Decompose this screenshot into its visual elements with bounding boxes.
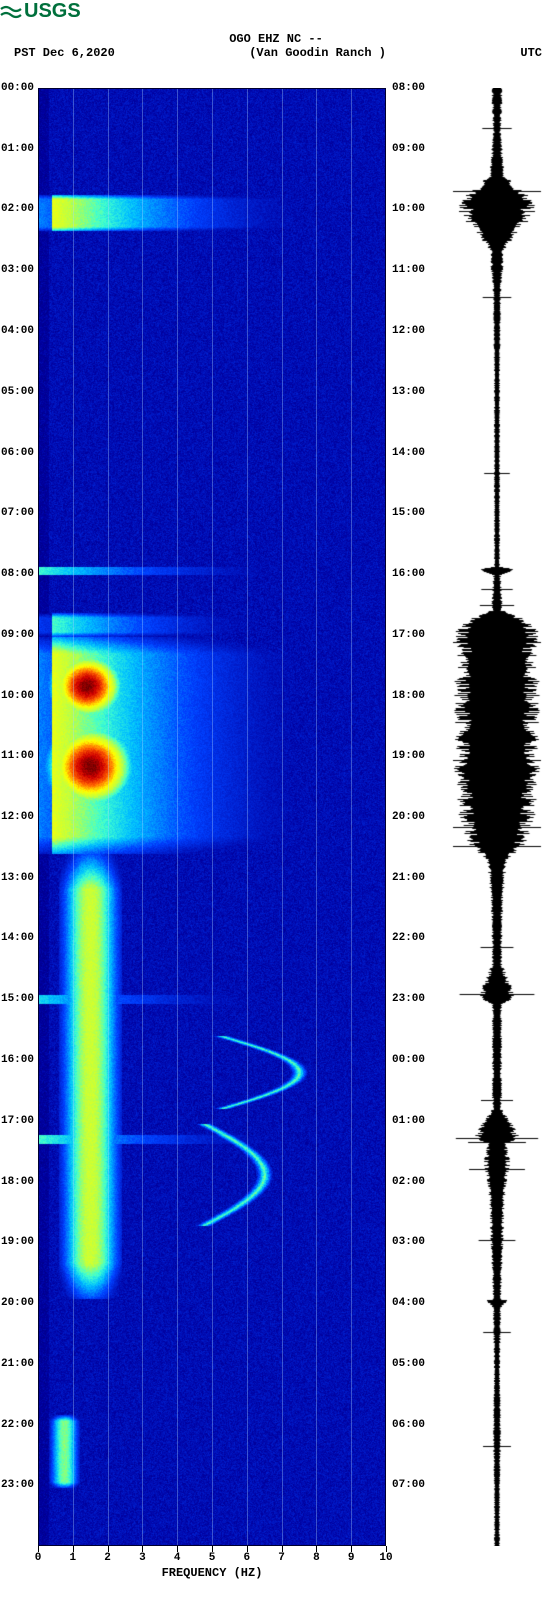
y-axis-right-utc: 08:0009:0010:0011:0012:0013:0014:0015:00… — [388, 88, 428, 1546]
header-station: OGO EHZ NC -- — [0, 32, 552, 46]
y-left-tick: 18:00 — [1, 1176, 34, 1188]
x-tick-label: 2 — [104, 1552, 111, 1564]
y-left-tick: 03:00 — [1, 264, 34, 276]
header-date: PST Dec 6,2020 — [14, 46, 115, 60]
y-right-tick: 09:00 — [392, 143, 425, 155]
y-left-tick: 00:00 — [1, 82, 34, 94]
y-left-tick: 06:00 — [1, 447, 34, 459]
x-tick-label: 4 — [174, 1552, 181, 1564]
x-axis-frequency: FREQUENCY (HZ) 012345678910 — [38, 1546, 386, 1586]
y-right-tick: 04:00 — [392, 1297, 425, 1309]
x-tick-label: 7 — [278, 1552, 285, 1564]
header-location: (Van Goodin Ranch ) — [249, 46, 386, 60]
y-axis-left-pst: 00:0001:0002:0003:0004:0005:0006:0007:00… — [0, 88, 36, 1546]
y-right-tick: 19:00 — [392, 750, 425, 762]
y-right-tick: 15:00 — [392, 507, 425, 519]
y-left-tick: 14:00 — [1, 932, 34, 944]
y-right-tick: 10:00 — [392, 203, 425, 215]
y-right-tick: 05:00 — [392, 1358, 425, 1370]
y-right-tick: 08:00 — [392, 82, 425, 94]
y-left-tick: 20:00 — [1, 1297, 34, 1309]
y-right-tick: 17:00 — [392, 629, 425, 641]
header: OGO EHZ NC -- PST Dec 6,2020 (Van Goodin… — [0, 32, 552, 60]
y-right-tick: 07:00 — [392, 1479, 425, 1491]
usgs-logo-text: USGS — [24, 0, 81, 23]
header-utc: UTC — [520, 46, 542, 60]
y-left-tick: 22:00 — [1, 1419, 34, 1431]
y-right-tick: 14:00 — [392, 447, 425, 459]
x-tick-label: 9 — [348, 1552, 355, 1564]
y-left-tick: 23:00 — [1, 1479, 34, 1491]
x-tick-label: 3 — [139, 1552, 146, 1564]
y-left-tick: 07:00 — [1, 507, 34, 519]
x-tick-label: 0 — [35, 1552, 42, 1564]
y-left-tick: 17:00 — [1, 1115, 34, 1127]
y-left-tick: 10:00 — [1, 690, 34, 702]
y-left-tick: 02:00 — [1, 203, 34, 215]
y-right-tick: 03:00 — [392, 1236, 425, 1248]
y-right-tick: 23:00 — [392, 993, 425, 1005]
y-left-tick: 16:00 — [1, 1054, 34, 1066]
y-right-tick: 16:00 — [392, 568, 425, 580]
y-left-tick: 12:00 — [1, 811, 34, 823]
y-left-tick: 11:00 — [1, 750, 34, 762]
y-right-tick: 21:00 — [392, 872, 425, 884]
y-left-tick: 05:00 — [1, 386, 34, 398]
y-left-tick: 13:00 — [1, 872, 34, 884]
x-tick-label: 5 — [209, 1552, 216, 1564]
seismogram — [452, 88, 542, 1546]
y-right-tick: 13:00 — [392, 386, 425, 398]
y-right-tick: 00:00 — [392, 1054, 425, 1066]
usgs-logo: USGS — [0, 0, 81, 23]
y-right-tick: 01:00 — [392, 1115, 425, 1127]
y-right-tick: 11:00 — [392, 264, 425, 276]
x-tick-label: 1 — [69, 1552, 76, 1564]
y-right-tick: 12:00 — [392, 325, 425, 337]
y-left-tick: 21:00 — [1, 1358, 34, 1370]
y-right-tick: 06:00 — [392, 1419, 425, 1431]
spectrogram — [38, 88, 386, 1546]
x-tick-label: 10 — [379, 1552, 392, 1564]
y-left-tick: 19:00 — [1, 1236, 34, 1248]
x-tick-label: 8 — [313, 1552, 320, 1564]
y-left-tick: 01:00 — [1, 143, 34, 155]
y-left-tick: 09:00 — [1, 629, 34, 641]
x-axis-label: FREQUENCY (HZ) — [38, 1566, 386, 1580]
y-right-tick: 20:00 — [392, 811, 425, 823]
x-tick-label: 6 — [243, 1552, 250, 1564]
y-right-tick: 22:00 — [392, 932, 425, 944]
y-left-tick: 15:00 — [1, 993, 34, 1005]
y-right-tick: 18:00 — [392, 690, 425, 702]
y-right-tick: 02:00 — [392, 1176, 425, 1188]
y-left-tick: 08:00 — [1, 568, 34, 580]
y-left-tick: 04:00 — [1, 325, 34, 337]
